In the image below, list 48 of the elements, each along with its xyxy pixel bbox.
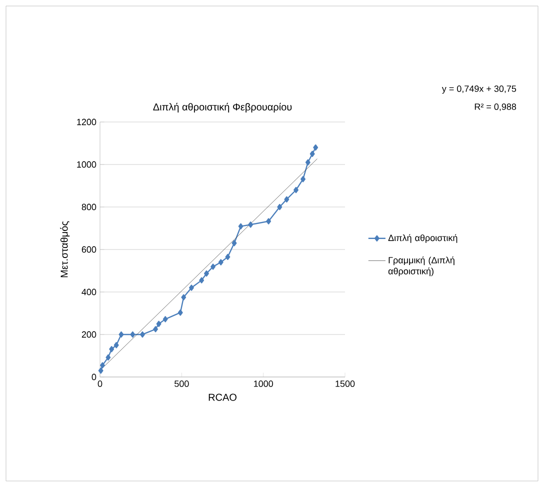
point xyxy=(106,354,111,361)
point xyxy=(225,254,230,260)
text: R² = 0,988 xyxy=(474,104,516,111)
point xyxy=(277,204,282,210)
point xyxy=(310,150,315,157)
y-tick-label: 200 xyxy=(82,331,96,338)
y-tick-label: 400 xyxy=(82,288,96,296)
point xyxy=(100,362,105,368)
y-tick-label: 800 xyxy=(82,204,96,210)
point xyxy=(305,159,310,166)
point xyxy=(178,310,183,316)
point xyxy=(140,331,145,338)
point xyxy=(118,331,124,338)
point xyxy=(153,326,158,332)
y-axis-title: Μετ.σταθμός xyxy=(60,221,70,278)
chart-title: Διπλή αθροιστική Φεβρουαρίου xyxy=(153,102,292,112)
y-tick-label: 600 xyxy=(82,246,96,253)
x-tick-label: 1000 xyxy=(254,380,273,387)
point xyxy=(156,320,162,327)
point xyxy=(313,144,318,151)
point xyxy=(181,294,186,300)
point xyxy=(294,186,298,194)
y-tick-label: 0 xyxy=(92,374,96,380)
point xyxy=(188,284,194,291)
point xyxy=(266,218,272,224)
point xyxy=(114,342,119,348)
point xyxy=(238,223,244,230)
point xyxy=(218,259,224,266)
point xyxy=(199,277,204,284)
x-axis-title: RCAO xyxy=(208,394,236,401)
y-tick-label: 1000 xyxy=(77,161,96,168)
point xyxy=(162,316,168,322)
x-tick-label: 1500 xyxy=(336,380,355,387)
point xyxy=(232,240,237,246)
legend-label: Διπλή αθροιστική xyxy=(388,234,458,243)
point xyxy=(284,196,290,202)
point xyxy=(109,346,114,352)
point xyxy=(300,176,306,182)
point xyxy=(210,264,216,270)
y-tick-label: 1200 xyxy=(77,118,96,126)
point xyxy=(204,270,209,277)
x-tick-label: 0 xyxy=(98,380,102,387)
text: y = 0,749x + 30,75 xyxy=(442,86,516,94)
x-tick-label: 500 xyxy=(174,380,189,387)
legend-label: Γραμμική (Διπλή αθροιστική) xyxy=(388,256,454,276)
point xyxy=(248,222,254,228)
point xyxy=(98,368,104,374)
point xyxy=(130,331,136,338)
